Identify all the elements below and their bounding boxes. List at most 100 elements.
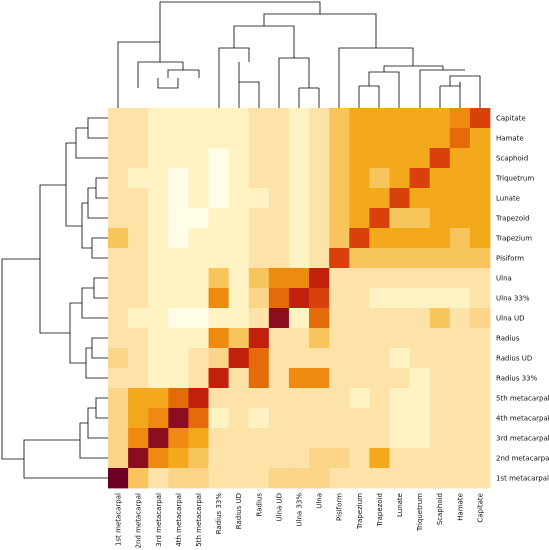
column-label: Trapezium xyxy=(356,493,364,530)
heatmap-cell xyxy=(429,428,451,449)
heatmap-cell xyxy=(168,208,189,229)
heatmap-cell xyxy=(128,228,149,249)
heatmap-cell xyxy=(108,408,129,429)
heatmap-cell xyxy=(188,408,209,429)
heatmap-cell xyxy=(188,108,209,129)
heatmap-cell xyxy=(469,288,491,309)
heatmap-cell xyxy=(148,268,169,289)
heatmap-cell xyxy=(409,248,431,269)
heatmap-cell xyxy=(188,188,209,209)
heatmap-cell xyxy=(248,328,270,349)
heatmap-cell xyxy=(228,108,250,129)
row-label: 1st metacarpal xyxy=(496,475,549,483)
heatmap-cell xyxy=(369,188,390,209)
row-label: Trapezium xyxy=(495,235,532,243)
heatmap-cell xyxy=(128,268,149,289)
heatmap-cell xyxy=(309,408,330,429)
heatmap-cell xyxy=(168,148,189,169)
heatmap-cell xyxy=(288,208,310,229)
column-label: Scaphoid xyxy=(436,493,444,525)
heatmap-cell xyxy=(349,288,370,309)
heatmap-cell xyxy=(369,228,390,249)
heatmap-cell xyxy=(449,148,471,169)
heatmap-cell xyxy=(309,228,330,249)
heatmap-cell xyxy=(449,128,471,149)
heatmap-cell xyxy=(389,328,410,349)
heatmap-cell xyxy=(329,108,350,129)
row-label: 5th metacarpal xyxy=(496,395,549,403)
heatmap-cell xyxy=(268,288,290,309)
heatmap-cell xyxy=(449,248,471,269)
heatmap-cell xyxy=(369,288,390,309)
heatmap-cell xyxy=(389,308,410,329)
heatmap-cell xyxy=(288,428,310,449)
heatmap-cell xyxy=(108,228,129,249)
heatmap-cell xyxy=(429,208,451,229)
row-labels: Capitate Hamate Scaphoid Triquetrum Lunate Tr… xyxy=(495,115,549,483)
heatmap-cell xyxy=(309,308,330,329)
heatmap-cell xyxy=(429,328,451,349)
heatmap-cell xyxy=(108,268,129,289)
heatmap-cell xyxy=(329,248,350,269)
heatmap-cell xyxy=(449,188,471,209)
heatmap-cell xyxy=(228,328,250,349)
heatmap-cell xyxy=(168,168,189,189)
heatmap-cell xyxy=(288,388,310,409)
heatmap-cell xyxy=(389,408,410,429)
heatmap-cell xyxy=(128,248,149,269)
heatmap-cell xyxy=(449,408,471,429)
heatmap-cell xyxy=(148,448,169,469)
heatmap-cell xyxy=(188,348,209,369)
heatmap-cell xyxy=(369,468,390,489)
row-label: Ulna 33% xyxy=(496,295,530,303)
heatmap-cell xyxy=(469,328,491,349)
heatmap-cell xyxy=(208,428,230,449)
heatmap-cell xyxy=(148,328,169,349)
heatmap-cell xyxy=(248,268,270,289)
heatmap-cell xyxy=(128,428,149,449)
heatmap-cell xyxy=(148,228,169,249)
heatmap-cell xyxy=(309,248,330,269)
heatmap-cell xyxy=(329,148,350,169)
heatmap-cell xyxy=(168,288,189,309)
heatmap-cell xyxy=(168,328,189,349)
heatmap-cell xyxy=(349,208,370,229)
heatmap-cell xyxy=(248,308,270,329)
column-labels: 1st metacarpal 2nd metacarpal 3rd metacarp… xyxy=(115,493,485,549)
heatmap-cell xyxy=(228,288,250,309)
heatmap-cell xyxy=(228,228,250,249)
heatmap-cell xyxy=(329,328,350,349)
heatmap-cell xyxy=(108,468,129,489)
heatmap-cell xyxy=(309,328,330,349)
heatmap-cell xyxy=(268,468,290,489)
heatmap-cell xyxy=(349,228,370,249)
heatmap-cell xyxy=(429,108,451,129)
heatmap-cell xyxy=(248,388,270,409)
heatmap-cell xyxy=(228,188,250,209)
heatmap-cell xyxy=(329,468,350,489)
heatmap-cell xyxy=(128,468,149,489)
heatmap-cell xyxy=(268,308,290,329)
heatmap-cell xyxy=(469,188,491,209)
heatmap-cell xyxy=(248,428,270,449)
heatmap-cell xyxy=(288,228,310,249)
heatmap-cell xyxy=(168,228,189,249)
heatmap-cell xyxy=(228,148,250,169)
column-label: 1st metacarpal xyxy=(115,493,123,546)
heatmap-cell xyxy=(148,148,169,169)
heatmap-cell xyxy=(369,128,390,149)
heatmap-cell xyxy=(469,468,491,489)
heatmap-cell xyxy=(389,248,410,269)
heatmap-cell xyxy=(409,468,431,489)
heatmap-cell xyxy=(168,108,189,129)
heatmap-cell xyxy=(349,368,370,389)
heatmap-cell xyxy=(288,348,310,369)
heatmap-cell xyxy=(429,408,451,429)
heatmap-cell xyxy=(268,408,290,429)
heatmap-cell xyxy=(228,388,250,409)
heatmap-cell xyxy=(409,188,431,209)
heatmap-cell xyxy=(148,108,169,129)
heatmap-cell xyxy=(288,248,310,269)
heatmap-cell xyxy=(228,168,250,189)
heatmap-cell xyxy=(168,448,189,469)
